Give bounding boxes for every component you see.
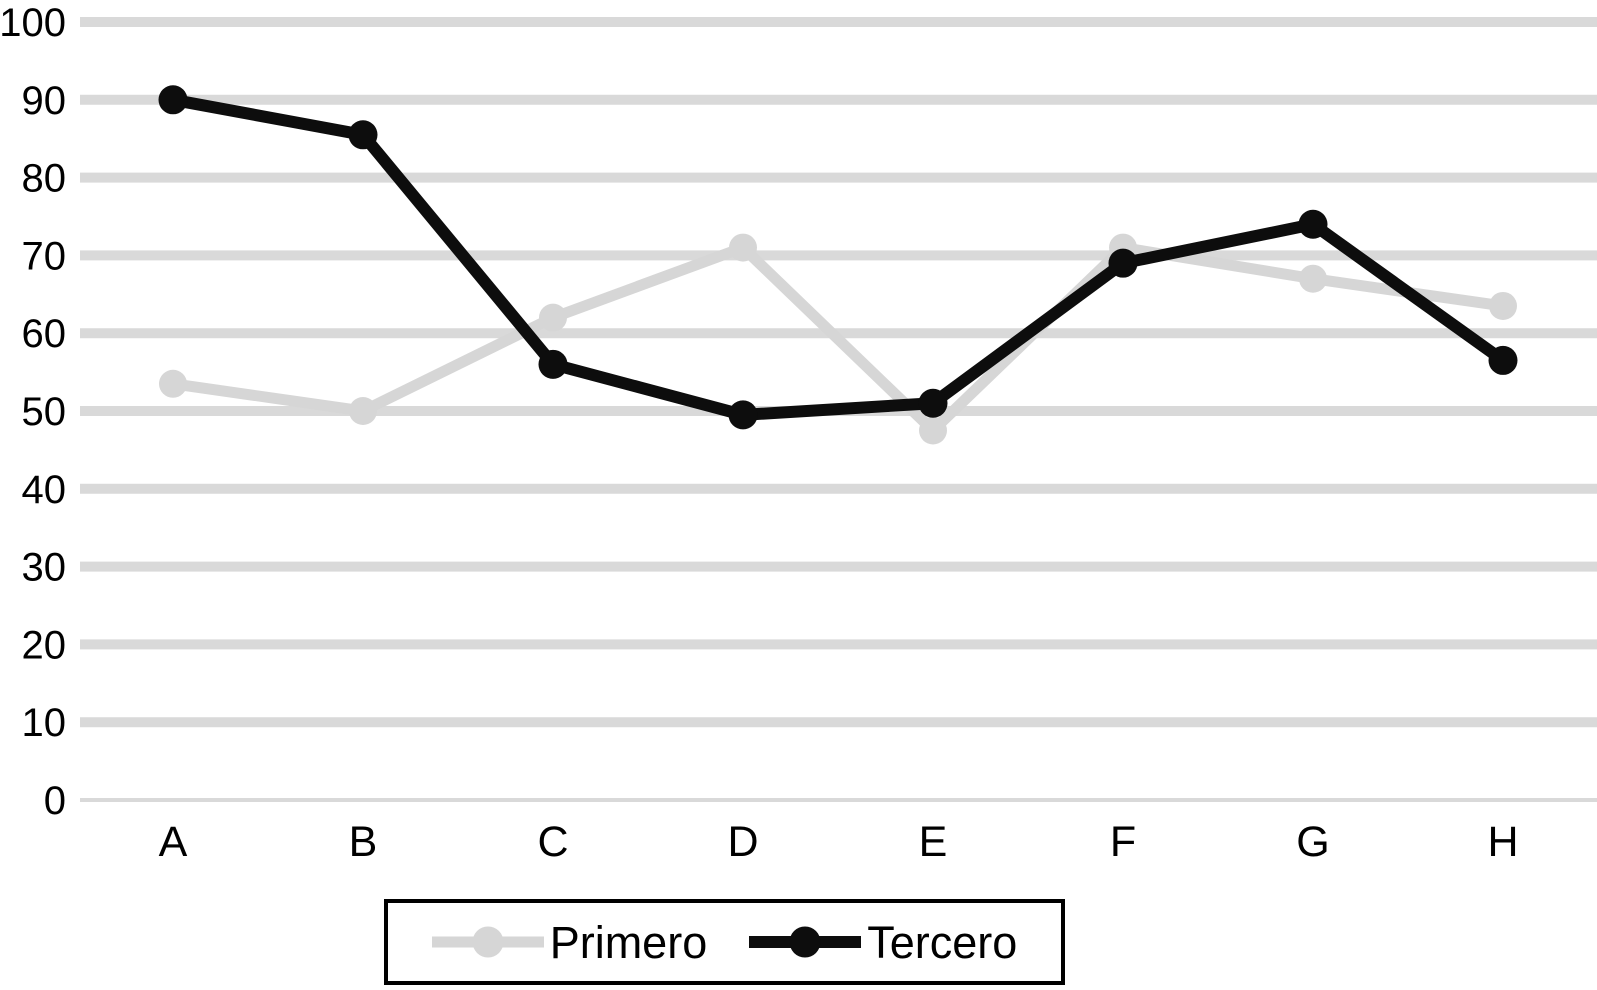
y-tick-label-40: 40 — [22, 468, 67, 512]
data-point-tercero-b — [348, 120, 378, 150]
x-category-label-d: D — [727, 818, 758, 866]
y-tick-label-0: 0 — [44, 779, 66, 823]
x-category-label-b: B — [349, 818, 378, 866]
data-point-tercero-e — [918, 388, 948, 418]
y-tick-label-80: 80 — [22, 157, 67, 201]
data-point-primero-h — [1489, 291, 1517, 320]
y-tick-label-70: 70 — [22, 234, 67, 278]
data-point-primero-a — [159, 369, 187, 398]
x-category-label-f: F — [1110, 818, 1136, 866]
series-line-primero — [172, 242, 1504, 436]
y-tick-label-30: 30 — [22, 546, 67, 590]
data-point-tercero-g — [1298, 209, 1328, 239]
data-point-tercero-h — [1488, 345, 1518, 375]
y-tick-label-90: 90 — [22, 79, 67, 123]
data-point-primero-g — [1299, 264, 1327, 293]
series-line-tercero — [171, 93, 1507, 421]
x-category-label-e: E — [919, 818, 948, 866]
y-tick-label-20: 20 — [22, 623, 67, 667]
legend: Primero Tercero — [384, 899, 1065, 985]
data-point-primero-d — [729, 233, 757, 262]
x-category-label-g: G — [1296, 818, 1329, 866]
y-tick-label-10: 10 — [22, 701, 67, 745]
data-point-tercero-f — [1108, 248, 1138, 278]
data-point-primero-b — [349, 397, 377, 425]
y-tick-label-60: 60 — [22, 312, 67, 356]
data-point-tercero-d — [728, 400, 758, 430]
y-tick-label-50: 50 — [22, 390, 67, 434]
y-tick-label-100: 100 — [0, 1, 66, 45]
legend-item-primero: Primero — [431, 916, 708, 968]
data-point-primero-c — [539, 303, 567, 332]
legend-label-tercero: Tercero — [867, 916, 1018, 968]
data-point-tercero-c — [538, 349, 568, 379]
data-point-tercero-a — [158, 85, 188, 115]
legend-label-primero: Primero — [549, 916, 708, 968]
x-category-label-a: A — [159, 818, 188, 866]
legend-item-tercero: Tercero — [749, 920, 1017, 965]
x-category-label-h: H — [1487, 818, 1518, 866]
tercero-line-marker-icon — [749, 926, 862, 958]
data-point-primero-e — [919, 416, 947, 445]
primero-line-marker-icon — [431, 926, 544, 958]
x-category-label-c: C — [537, 818, 568, 866]
